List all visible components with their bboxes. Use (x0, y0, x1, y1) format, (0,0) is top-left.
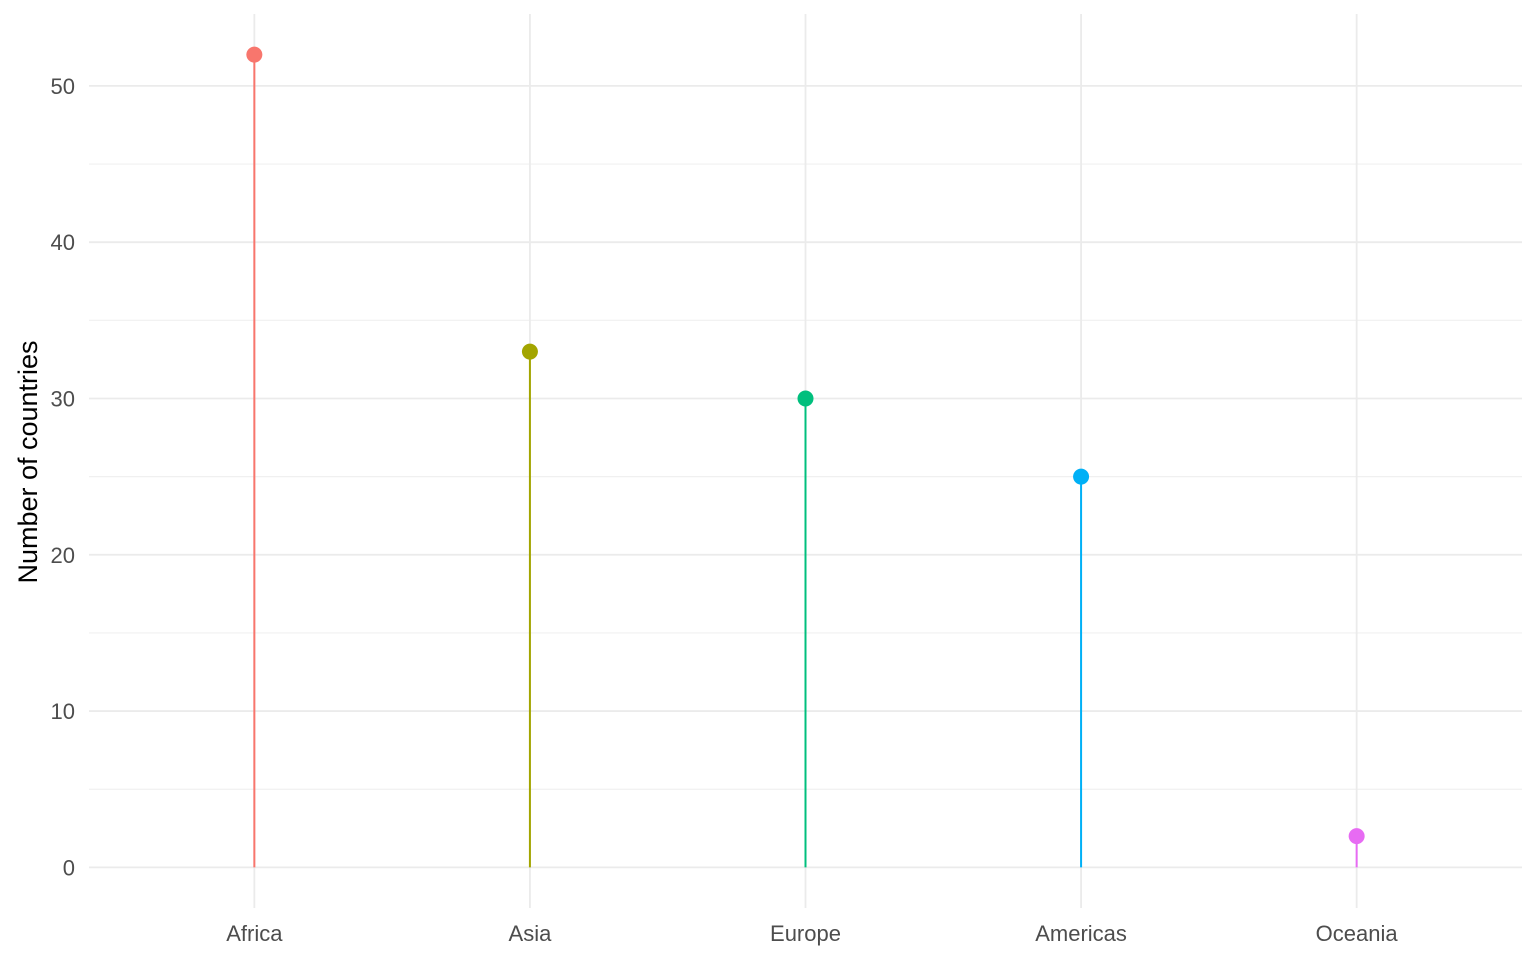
x-tick-label: Oceania (1316, 921, 1399, 946)
lollipop-stems (253, 54, 1358, 868)
lollipop-points (246, 46, 1365, 845)
lollipop-point (1073, 468, 1090, 485)
y-tick-label: 40 (51, 230, 75, 255)
lollipop-point (797, 390, 814, 407)
x-tick-label: Europe (770, 921, 841, 946)
y-tick-label: 20 (51, 543, 75, 568)
y-tick-label: 30 (51, 386, 75, 411)
y-axis-tick-labels: 0 10 20 30 40 50 (51, 74, 75, 880)
y-tick-label: 50 (51, 74, 75, 99)
y-tick-label: 10 (51, 699, 75, 724)
x-tick-label: Asia (509, 921, 553, 946)
lollipop-point (521, 343, 538, 360)
lollipop-point (1348, 828, 1365, 845)
y-tick-label: 0 (63, 855, 75, 880)
lollipop-point (246, 46, 263, 63)
x-axis-tick-labels: Africa Asia Europe Americas Oceania (226, 921, 1398, 946)
y-axis-title: Number of countries (13, 340, 43, 583)
x-tick-label: Africa (226, 921, 283, 946)
x-tick-label: Americas (1035, 921, 1127, 946)
